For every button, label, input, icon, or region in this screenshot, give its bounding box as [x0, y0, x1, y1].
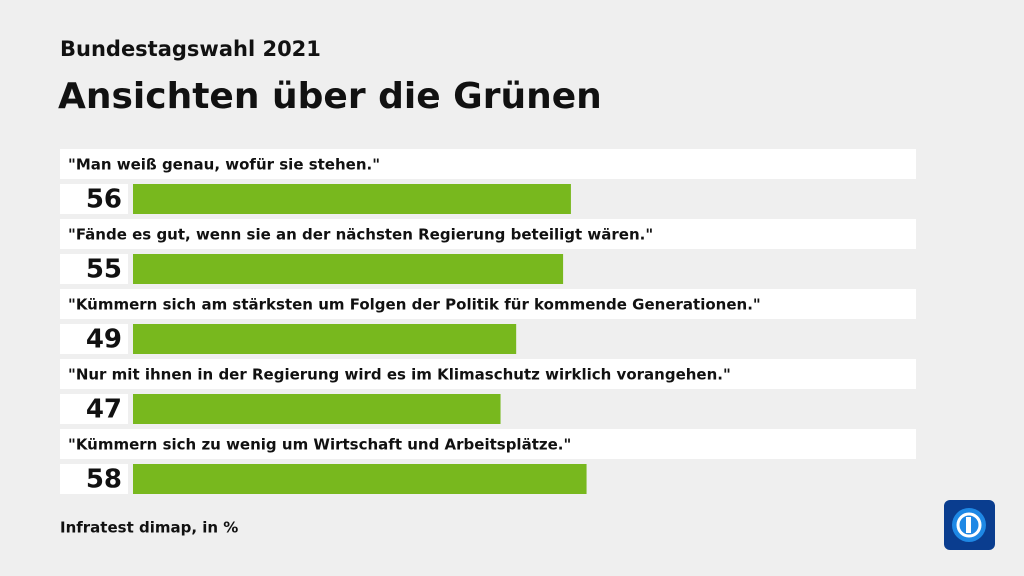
bar	[133, 394, 501, 424]
label-box	[60, 289, 916, 319]
value-box	[60, 464, 128, 494]
category-label: "Man weiß genau, wofür sie stehen."	[68, 156, 380, 174]
chart-subtitle: Bundestagswahl 2021	[60, 37, 321, 61]
category-label: "Kümmern sich zu wenig um Wirtschaft und…	[68, 436, 571, 454]
value-label: 55	[86, 255, 122, 285]
label-box	[60, 359, 916, 389]
value-label: 47	[86, 395, 122, 425]
value-label: 49	[86, 325, 122, 355]
bar	[133, 464, 587, 494]
label-box	[60, 429, 916, 459]
bar	[133, 184, 571, 214]
category-label: "Kümmern sich am stärksten um Folgen der…	[68, 296, 761, 314]
value-box	[60, 184, 128, 214]
label-box	[60, 149, 916, 179]
value-label: 56	[86, 185, 122, 215]
source-note: Infratest dimap, in %	[60, 519, 238, 537]
value-box	[60, 324, 128, 354]
bar	[133, 324, 517, 354]
bar	[133, 254, 564, 284]
chart-title: Ansichten über die Grünen	[58, 76, 602, 117]
category-label: "Fände es gut, wenn sie an der nächsten …	[68, 226, 653, 244]
value-box	[60, 254, 128, 284]
value-label: 58	[86, 465, 122, 495]
value-box	[60, 394, 128, 424]
label-box	[60, 219, 916, 249]
category-label: "Nur mit ihnen in der Regierung wird es …	[68, 366, 731, 384]
logo	[944, 500, 995, 550]
